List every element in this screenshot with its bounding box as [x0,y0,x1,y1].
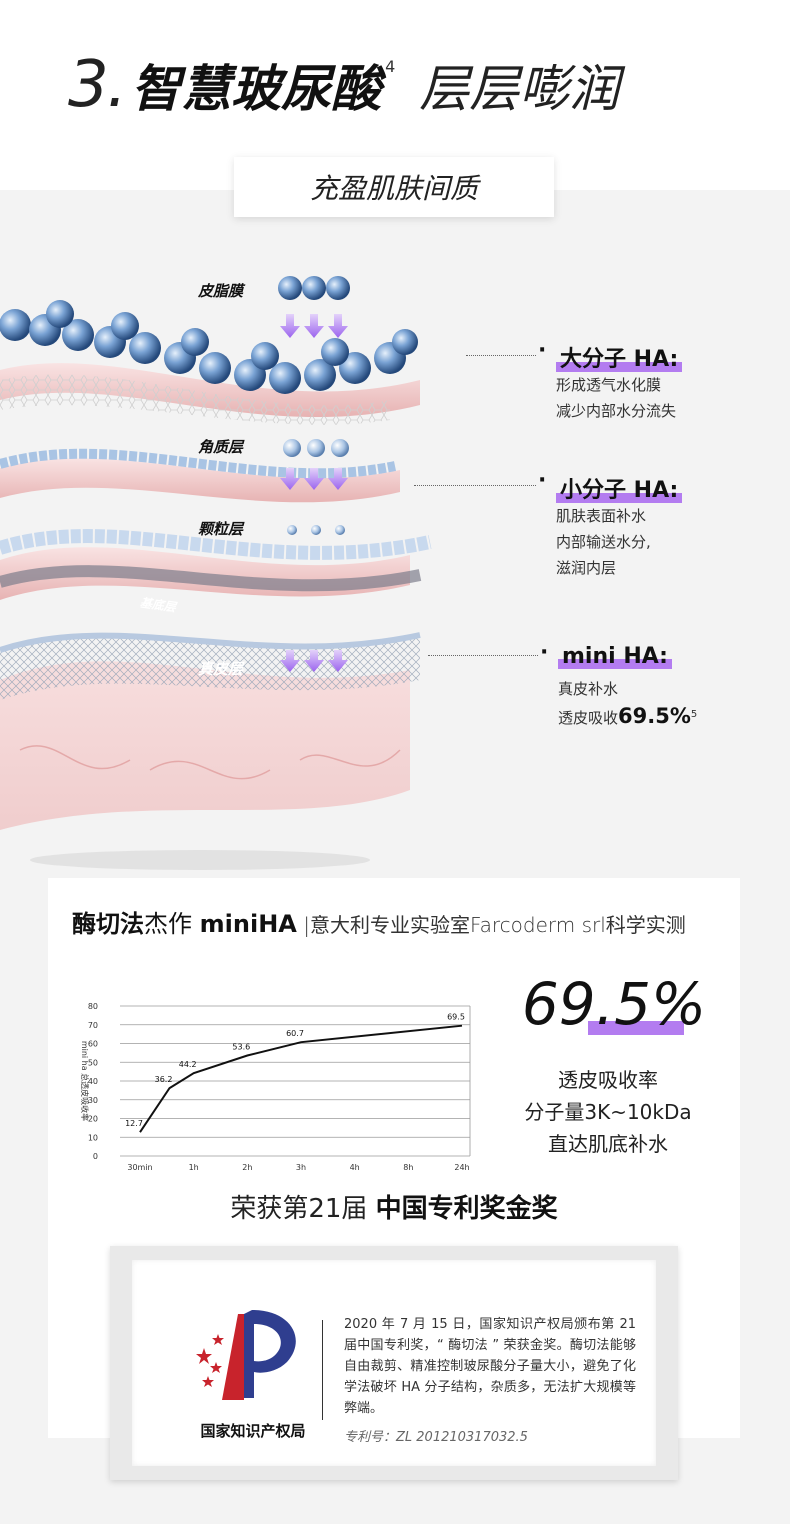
ha-desc-large-line1: 形成透气水化膜 [556,376,662,394]
big-value: 69.5% [521,970,707,1038]
leader-line-mini [428,655,538,656]
patent-number: 专利号：ZL 201210317032.5 [344,1430,528,1445]
granular-layer [0,458,400,503]
corneum-layer [0,363,420,418]
x-tick-label: 1h [189,1163,199,1172]
y-tick-label: 0 [93,1152,98,1161]
ha-title-small-text: 小分子 HA: [556,478,683,503]
ha-desc-small-line3: 滋润内层 [556,559,617,577]
title-number: 3. [68,48,127,122]
x-tick-label: 8h [403,1163,413,1172]
y-axis-label: mini ha 总透皮吸收率 [80,1041,90,1121]
ha-desc-mini-sup: 5 [690,709,698,720]
arrows-row-3 [280,650,348,672]
title-superscript: 4 [385,57,396,76]
y-tick-label: 50 [88,1058,98,1067]
big-value-highlight [588,1021,684,1035]
y-tick-label: 70 [88,1021,98,1030]
card-heading-bold2: miniHA [199,910,297,938]
card-heading-normal: 杰作 [144,910,200,938]
large-ha-beads [0,300,418,394]
falling-mini-beads [287,525,345,535]
arrows-row-2 [280,468,348,490]
layer-label-corneum: 角质层 [198,438,244,456]
ha-desc-mini-prefix: 透皮吸收 [558,709,619,727]
ha-title-large: 大分子 HA: [556,341,683,373]
arrows-row-1 [280,314,348,338]
stat-line-2: 分子量3K~10kDa [524,1100,692,1124]
ha-desc-mini-line2: 透皮吸收69.5%5 [558,702,697,731]
ha-desc-large: 形成透气水化膜 减少内部水分流失 [556,372,676,424]
y-tick-label: 10 [88,1133,98,1142]
ha-desc-small-line1: 肌肤表面补水 [556,507,647,525]
subtitle: 充盈肌肤间质 [234,157,554,217]
absorption-chart: 0 10 20 30 40 50 60 70 80 30min 1h 2h 3h 4h 8h 24h mini … [72,998,482,1178]
ha-title-mini: mini HA: [558,644,672,669]
award-certificate: 国家知识产权局 2020 年 7 月 15 日，国家知识产权局颁布第 21 届中… [132,1260,656,1466]
award-heading-normal: 荣获第21届 [230,1194,376,1224]
ha-title-mini-text: mini HA: [558,644,672,669]
bullet-small: · [538,468,547,493]
y-tick-label: 20 [88,1115,98,1124]
data-label: 60.7 [286,1029,304,1038]
bullet-mini: · [540,640,549,665]
page-title: 3. 智慧玻尿酸 4 层层嘭润 [68,48,619,138]
data-label: 69.5 [447,1013,465,1022]
title-bold: 智慧玻尿酸 [131,60,382,118]
cnipa-logo-icon [196,1310,296,1400]
falling-large-beads [278,276,350,300]
skin-layers-graphic [0,276,432,870]
ha-desc-small-line2: 内部输送水分, [556,533,651,551]
y-tick-label: 80 [88,1002,98,1011]
award-heading-bold: 中国专利奖金奖 [375,1194,558,1224]
x-tick-label: 30min [127,1163,152,1172]
card-heading: 酶切法杰作 miniHA |意大利专业实验室Farcoderm srl科学实测 [72,904,686,939]
ha-desc-mini-value: 69.5% [618,704,691,728]
card-heading-bold1: 酶切法 [72,910,144,938]
data-label: 36.2 [155,1075,173,1084]
award-heading: 荣获第21届 中国专利奖金奖 [48,1188,740,1225]
series-line [139,1024,463,1133]
data-label: 44.2 [179,1060,197,1069]
award-frame: 国家知识产权局 2020 年 7 月 15 日，国家知识产权局颁布第 21 届中… [110,1246,678,1480]
x-tick-label: 2h [242,1163,252,1172]
leader-line-large [466,355,536,356]
y-tick-label: 30 [88,1096,98,1105]
stat-line-1: 透皮吸收率 [558,1068,658,1092]
ha-desc-mini-line1: 真皮补水 [558,680,619,698]
skin-layers-illustration: 皮脂膜 角质层 颗粒层 基底层 真皮层 [0,230,470,880]
x-tick-label: 3h [296,1163,306,1172]
layer-label-granular: 颗粒层 [198,520,244,538]
org-name: 国家知识产权局 [200,1422,306,1440]
card-heading-tail: |意大利专业实验室Farcoderm srl科学实测 [296,913,686,937]
stat-line-3: 直达肌底补水 [548,1132,668,1156]
ha-desc-mini: 真皮补水 透皮吸收69.5%5 [558,676,697,731]
y-tick-label: 60 [88,1040,98,1049]
title-light: 层层嘭润 [419,60,620,118]
data-label: 53.6 [232,1043,250,1052]
data-label: 12.7 [125,1119,143,1128]
ha-title-small: 小分子 HA: [556,472,683,504]
ha-title-large-text: 大分子 HA: [556,347,683,372]
ha-desc-large-line2: 减少内部水分流失 [556,402,677,420]
layer-label-dermis: 真皮层 [198,660,244,678]
dermis-layer [0,661,410,830]
certificate-divider [322,1320,323,1420]
x-tick-label: 4h [350,1163,360,1172]
x-tick-label: 24h [454,1163,469,1172]
ha-desc-small: 肌肤表面补水 内部输送水分, 滋润内层 [556,503,651,581]
leader-line-small [414,485,536,486]
absorption-chart-svg: 0 10 20 30 40 50 60 70 80 30min 1h 2h 3h 4h 8h 24h mini … [80,1002,471,1172]
bullet-large: · [538,338,547,363]
y-tick-label: 40 [88,1077,98,1086]
layer-label-sebum: 皮脂膜 [198,282,244,300]
falling-small-beads [283,439,349,457]
award-description: 2020 年 7 月 15 日，国家知识产权局颁布第 21 届中国专利奖，“ 酶… [344,1317,636,1416]
